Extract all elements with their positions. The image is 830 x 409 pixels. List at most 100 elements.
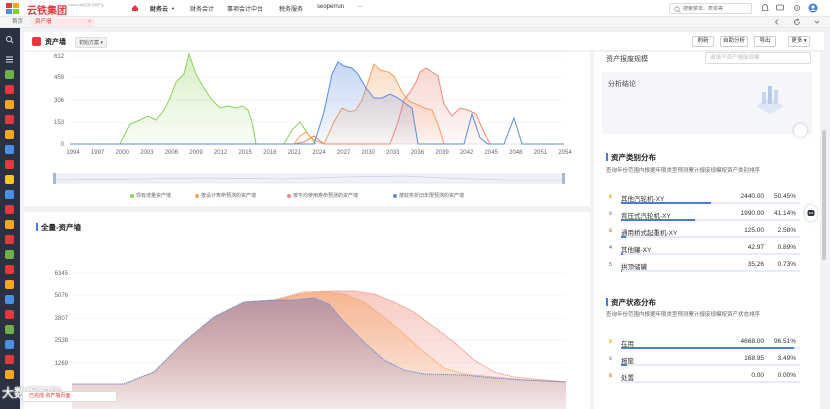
sidebar-item-app[interactable]: [5, 115, 14, 124]
more-button[interactable]: 更多 ▾: [788, 36, 810, 47]
search-box[interactable]: [669, 3, 752, 14]
x-tick-label: 2048: [509, 150, 523, 156]
nav-more[interactable]: ···: [357, 4, 363, 10]
tab-asset-wall[interactable]: 资产墙 ×: [31, 18, 94, 27]
self-analysis-button[interactable]: 自助分析: [720, 36, 748, 47]
analysis-label: 分析结论: [608, 81, 636, 88]
rank-name: 报废: [621, 358, 634, 365]
rank-percent: 0.73%: [777, 261, 796, 268]
list-item[interactable]: ♛ 通用桥式起重机-XY 125.00 2.58%: [606, 227, 800, 239]
x-tick-label: 2027: [337, 150, 351, 156]
export-button[interactable]: 导出: [754, 36, 776, 47]
sidebar-item-app[interactable]: [5, 130, 14, 139]
sidebar-item-app[interactable]: [5, 370, 14, 379]
search-input[interactable]: [683, 5, 749, 13]
list-item[interactable]: ♛ 处置 0.00 0.00%: [606, 372, 800, 384]
top-bar: 云铁集团 CHINA 中铁云智 智慧产业 财务云 ▼ 财务会计 事项会计中台 税…: [0, 0, 830, 17]
nav-item-accounting-center[interactable]: 事项会计中台: [227, 7, 264, 13]
bell-icon[interactable]: [760, 3, 770, 13]
bronze-medal-icon: ♛: [608, 373, 613, 379]
legend-label: 按财务折旧年限预测的资产墙: [399, 193, 465, 199]
settings-icon[interactable]: [792, 3, 802, 13]
sidebar-item-app[interactable]: [5, 190, 14, 199]
sidebar-item-app[interactable]: [5, 250, 14, 259]
sidebar-item-app[interactable]: [5, 355, 14, 364]
logo-icon: [6, 3, 19, 14]
legend-item[interactable]: 按设计寿命预测的资产墙: [195, 192, 256, 199]
close-icon[interactable]: ×: [88, 19, 91, 25]
zoom-slider[interactable]: [53, 173, 565, 184]
sidebar-item-app[interactable]: [5, 280, 14, 289]
list-item[interactable]: 5 拱顶储罐 35.26 0.73%: [606, 261, 800, 273]
logo-subtext: CHINA 中铁云智 智慧产业: [69, 3, 104, 7]
chevron-down-icon: ▼: [171, 6, 175, 11]
full-asset-wall-chart: 6345 5076 3807 2538 1269: [55, 271, 567, 409]
sidebar-item-app[interactable]: [5, 220, 14, 229]
home-icon[interactable]: [131, 4, 139, 12]
nav-finance-cloud[interactable]: 财务云: [150, 7, 169, 13]
rank-value: 42.97: [747, 244, 764, 251]
sidebar-item-app[interactable]: [5, 340, 14, 349]
sidebar-item-app[interactable]: [5, 145, 14, 154]
rank-bar-track: [621, 253, 800, 255]
rank-percent: 50.45%: [773, 193, 796, 200]
legend-item[interactable]: 按平均使用寿命预测的资产墙: [287, 192, 358, 199]
tab-home[interactable]: 首页: [12, 19, 24, 25]
rank-percent: 3.49%: [777, 355, 796, 362]
nav-tax-service[interactable]: 税务服务: [279, 7, 304, 13]
rank-name: 背压式汽轮机-XY: [621, 213, 671, 220]
message-icon[interactable]: [775, 3, 785, 13]
rank-bar-track: [621, 236, 800, 238]
rank-bar-fill: [621, 236, 626, 238]
sidebar-item-app[interactable]: [5, 70, 14, 79]
sidebar-menu-icon[interactable]: [5, 55, 14, 64]
tab-prev-icon[interactable]: [773, 18, 781, 26]
sidebar-item-app[interactable]: [5, 310, 14, 319]
sidebar-item-app[interactable]: [5, 175, 14, 184]
list-item[interactable]: ♛ 在用 4668.00 96.51%: [606, 338, 800, 350]
refresh-icon[interactable]: [793, 18, 801, 26]
avatar[interactable]: [808, 3, 818, 13]
gold-medal-icon: ♛: [608, 339, 613, 345]
x-tick-label: 1997: [91, 150, 105, 156]
sidebar-item-app[interactable]: [5, 205, 14, 214]
more-tabs-icon[interactable]: [813, 18, 821, 26]
assistant-button[interactable]: [805, 205, 817, 221]
series-area-blue: [72, 298, 566, 409]
zoom-handle-left[interactable]: [53, 173, 56, 184]
legend-item[interactable]: 现有增量资产墙: [130, 192, 171, 199]
legend-item[interactable]: 按财务折旧年限预测的资产墙: [393, 192, 464, 199]
sidebar-item-app[interactable]: [5, 325, 14, 334]
rank-name: 拱顶储罐: [621, 264, 647, 271]
y-tick-label: 6345: [55, 271, 69, 277]
sidebar-item-app[interactable]: [5, 100, 14, 109]
sidebar-item-app[interactable]: [5, 160, 14, 169]
scrap-scale-label: 资产报废规模: [606, 56, 648, 63]
sidebar-item-app[interactable]: [5, 235, 14, 244]
rank-percent: 96.51%: [773, 338, 796, 345]
search-icon: [674, 6, 681, 13]
collapse-button[interactable]: [794, 124, 807, 137]
y-tick-label: 153: [54, 120, 65, 126]
rank-bar-fill: [621, 364, 628, 366]
sidebar-search-icon[interactable]: [5, 35, 14, 44]
list-item[interactable]: ♛ 其他汽轮机-XY 2440.00 50.45%: [606, 193, 800, 205]
rank-bar-track: [621, 364, 800, 366]
y-tick-label: 0: [61, 142, 65, 148]
list-item[interactable]: ♛ 背压式汽轮机-XY 1990.00 41.14%: [606, 210, 800, 222]
zoom-handle-right[interactable]: [562, 173, 565, 184]
scrollbar[interactable]: [822, 130, 826, 260]
sidebar-item-app[interactable]: [5, 295, 14, 304]
sidebar-item-app[interactable]: [5, 265, 14, 274]
refresh-button[interactable]: 刷新: [692, 36, 714, 47]
list-item[interactable]: 4 其他罐-XY 42.97 0.89%: [606, 244, 800, 256]
nav-user[interactable]: seoperrun: [317, 4, 345, 10]
legend-marker: [130, 193, 134, 198]
plan-select[interactable]: 初始方案 ▾: [75, 37, 107, 48]
list-item[interactable]: ♛ 报废 168.95 3.49%: [606, 355, 800, 367]
nav-finance-accounting[interactable]: 财务会计: [190, 7, 215, 13]
rank-number: 5: [608, 262, 613, 268]
legend-marker: [195, 193, 199, 198]
scrap-scale-input[interactable]: 请填写资产报废规模: [705, 52, 811, 64]
sidebar-item-app[interactable]: [5, 85, 14, 94]
